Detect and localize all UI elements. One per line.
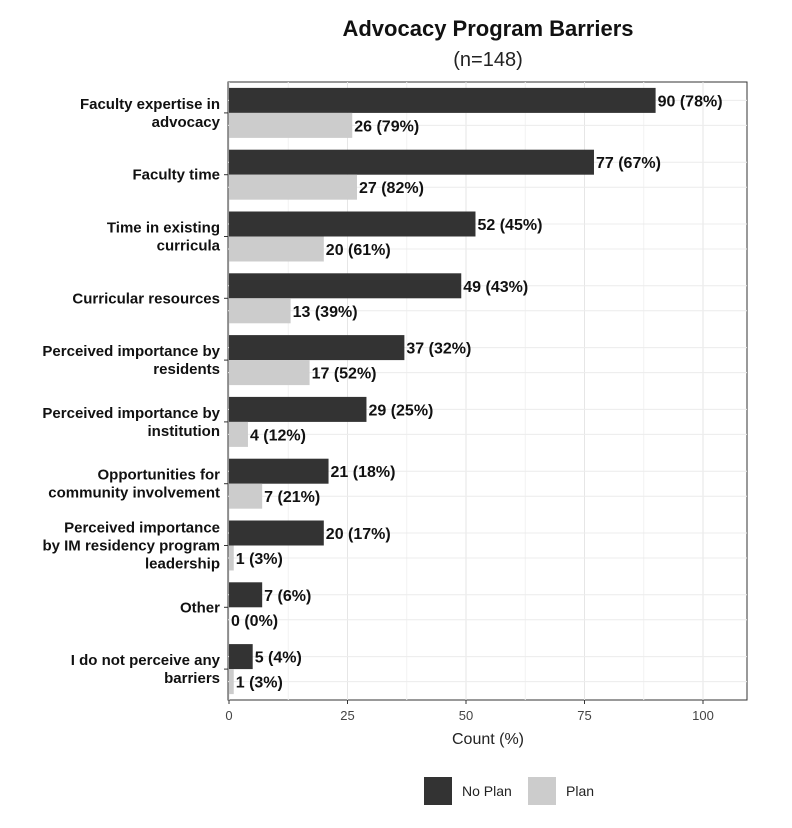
data-label: 20 (17%) — [326, 526, 391, 543]
category-label: Other — [180, 599, 220, 616]
legend-label: Plan — [566, 783, 594, 799]
data-label: 90 (78%) — [658, 93, 723, 110]
bar-no-plan — [229, 87, 656, 113]
category-label: I do not perceive any — [71, 652, 221, 669]
bar-plan — [229, 174, 357, 200]
data-label: 26 (79%) — [354, 118, 419, 135]
bar-no-plan — [229, 273, 462, 299]
legend-swatch-no-plan — [424, 777, 452, 805]
category-label: Curricular resources — [72, 290, 220, 307]
chart-subtitle: (n=148) — [453, 49, 523, 71]
x-axis-ticks: 0 25 50 75 100 — [225, 700, 714, 723]
category-label: institution — [148, 423, 220, 440]
category-label: residents — [153, 361, 220, 378]
data-label: 29 (25%) — [368, 402, 433, 419]
category-label: community involvement — [48, 485, 220, 502]
x-tick-label: 75 — [577, 708, 591, 723]
x-tick-label: 100 — [692, 708, 714, 723]
category-label: Opportunities for — [98, 467, 221, 484]
bar-no-plan — [229, 335, 405, 361]
category-label: Time in existing — [107, 220, 220, 237]
category-label: Perceived importance by — [42, 343, 220, 360]
x-tick-label: 0 — [225, 708, 232, 723]
x-tick-label: 50 — [459, 708, 473, 723]
data-label: 4 (12%) — [250, 427, 306, 444]
data-label: 27 (82%) — [359, 180, 424, 197]
category-label: barriers — [164, 670, 220, 687]
bar-plan — [229, 298, 291, 324]
data-label: 49 (43%) — [463, 279, 528, 296]
legend: No Plan Plan — [424, 777, 594, 805]
category-label: Perceived importance by — [42, 405, 220, 422]
bar-plan — [229, 421, 248, 447]
bar-no-plan — [229, 211, 476, 237]
data-label: 7 (6%) — [264, 588, 311, 605]
category-label: leadership — [145, 556, 220, 573]
data-label: 13 (39%) — [293, 304, 358, 321]
chart-title: Advocacy Program Barriers — [342, 16, 633, 41]
legend-label: No Plan — [462, 783, 512, 799]
category-label: Faculty time — [132, 167, 220, 184]
bar-plan — [229, 236, 324, 262]
category-label: advocacy — [152, 114, 221, 131]
category-label: by IM residency program — [42, 538, 220, 555]
data-label: 0 (0%) — [231, 613, 278, 630]
bar-plan — [229, 483, 263, 509]
data-label: 37 (32%) — [406, 341, 471, 358]
data-label: 17 (52%) — [312, 366, 377, 383]
data-label: 1 (3%) — [236, 551, 283, 568]
category-label: Faculty expertise in — [80, 96, 220, 113]
bar-no-plan — [229, 520, 324, 546]
data-label: 5 (4%) — [255, 650, 302, 667]
data-label: 20 (61%) — [326, 242, 391, 259]
data-label: 77 (67%) — [596, 155, 661, 172]
bar-no-plan — [229, 396, 367, 422]
x-axis-title: Count (%) — [452, 731, 524, 748]
bar-no-plan — [229, 458, 329, 484]
bar-no-plan — [229, 582, 263, 608]
bar-plan — [229, 669, 234, 695]
category-label: Perceived importance — [64, 520, 220, 537]
bars-layer: 90 (78%) 26 (79%) 77 (67%) 27 (82%) 52 (45%)… — [229, 87, 723, 695]
legend-swatch-plan — [528, 777, 556, 805]
x-tick-label: 25 — [340, 708, 354, 723]
data-label: 1 (3%) — [236, 675, 283, 692]
data-label: 52 (45%) — [477, 217, 542, 234]
bar-no-plan — [229, 149, 594, 175]
bar-no-plan — [229, 644, 253, 670]
data-label: 21 (18%) — [331, 464, 396, 481]
data-label: 7 (21%) — [264, 489, 320, 506]
category-label: curricula — [157, 238, 221, 255]
bar-plan — [229, 360, 310, 386]
bar-plan — [229, 112, 353, 138]
bar-plan — [229, 545, 234, 571]
